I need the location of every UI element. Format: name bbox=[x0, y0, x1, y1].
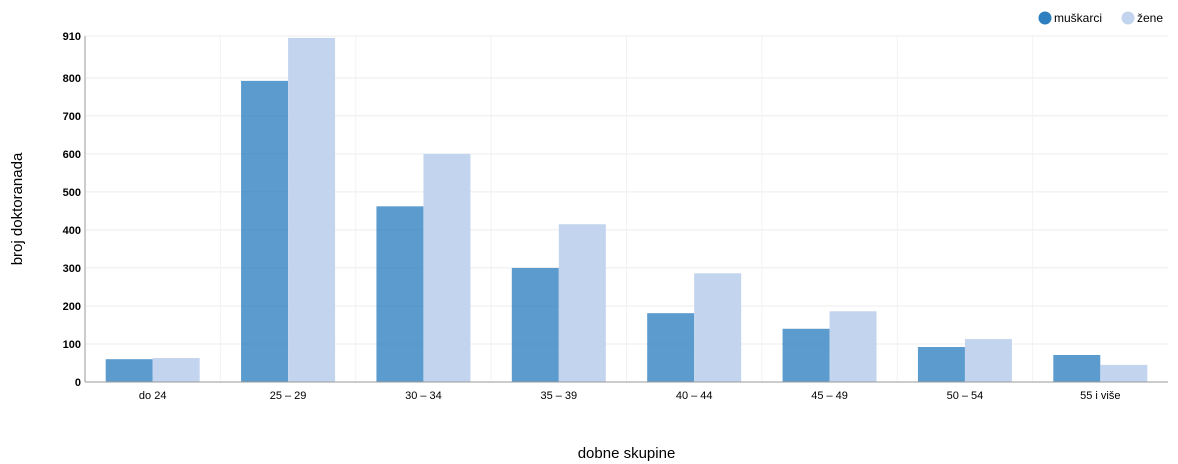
x-tick-label-2: 30 – 34 bbox=[405, 390, 442, 402]
bar-zene-3[interactable] bbox=[558, 224, 606, 382]
bar-muskarci-7[interactable] bbox=[1053, 355, 1101, 382]
legend-swatch-1 bbox=[1121, 11, 1135, 25]
bar-muskarci-4[interactable] bbox=[647, 313, 695, 382]
bar-zene-7[interactable] bbox=[1100, 364, 1148, 382]
x-tick-label-6: 50 – 54 bbox=[947, 390, 984, 402]
y-tick-label-1: 100 bbox=[63, 339, 81, 351]
bar-zene-5[interactable] bbox=[829, 311, 877, 382]
y-tick-label-9: 910 bbox=[63, 31, 81, 43]
bar-zene-2[interactable] bbox=[423, 153, 471, 382]
y-tick-label-3: 300 bbox=[63, 263, 81, 275]
bar-muskarci-6[interactable] bbox=[917, 347, 965, 382]
y-tick-label-7: 700 bbox=[63, 111, 81, 123]
bar-zene-4[interactable] bbox=[694, 273, 742, 382]
bar-muskarci-5[interactable] bbox=[782, 328, 830, 382]
legend-item-muskarci[interactable]: muškarci bbox=[1038, 11, 1103, 25]
bar-zene-6[interactable] bbox=[964, 339, 1012, 382]
y-tick-label-0: 0 bbox=[75, 377, 81, 389]
legend-label-0: muškarci bbox=[1054, 11, 1102, 25]
x-tick-label-7: 55 i više bbox=[1080, 390, 1120, 402]
legend-swatch-0 bbox=[1038, 11, 1052, 25]
y-tick-labels: 0 100 200 300 400 500 600 700 800 910 bbox=[63, 31, 81, 389]
x-tick-label-0: do 24 bbox=[139, 390, 167, 402]
x-tick-labels: do 24 25 – 29 30 – 34 35 – 39 40 – 44 45 – 49… bbox=[139, 390, 1121, 402]
y-tick-label-8: 800 bbox=[63, 73, 81, 85]
x-axis-title: dobne skupine bbox=[578, 445, 676, 462]
bar-muskarci-1[interactable] bbox=[241, 80, 289, 382]
x-tick-label-4: 40 – 44 bbox=[676, 390, 713, 402]
legend-label-1: žene bbox=[1137, 11, 1163, 25]
y-tick-label-6: 600 bbox=[63, 149, 81, 161]
bar-zene-1[interactable] bbox=[288, 37, 336, 383]
x-tick-label-5: 45 – 49 bbox=[811, 390, 848, 402]
legend: muškarci žene bbox=[1038, 11, 1164, 25]
bar-zene-0[interactable] bbox=[152, 358, 200, 382]
bar-muskarci-3[interactable] bbox=[511, 267, 559, 382]
x-tick-label-3: 35 – 39 bbox=[540, 390, 577, 402]
y-axis-title: broj doktoranada bbox=[9, 152, 26, 265]
bar-muskarci-0[interactable] bbox=[105, 359, 153, 382]
bars-group bbox=[105, 37, 1148, 383]
bar-muskarci-2[interactable] bbox=[376, 206, 424, 382]
x-tick-label-1: 25 – 29 bbox=[270, 390, 307, 402]
y-tick-label-4: 400 bbox=[63, 225, 81, 237]
y-tick-label-2: 200 bbox=[63, 301, 81, 313]
legend-item-zene[interactable]: žene bbox=[1121, 11, 1164, 25]
y-tick-label-5: 500 bbox=[63, 187, 81, 199]
